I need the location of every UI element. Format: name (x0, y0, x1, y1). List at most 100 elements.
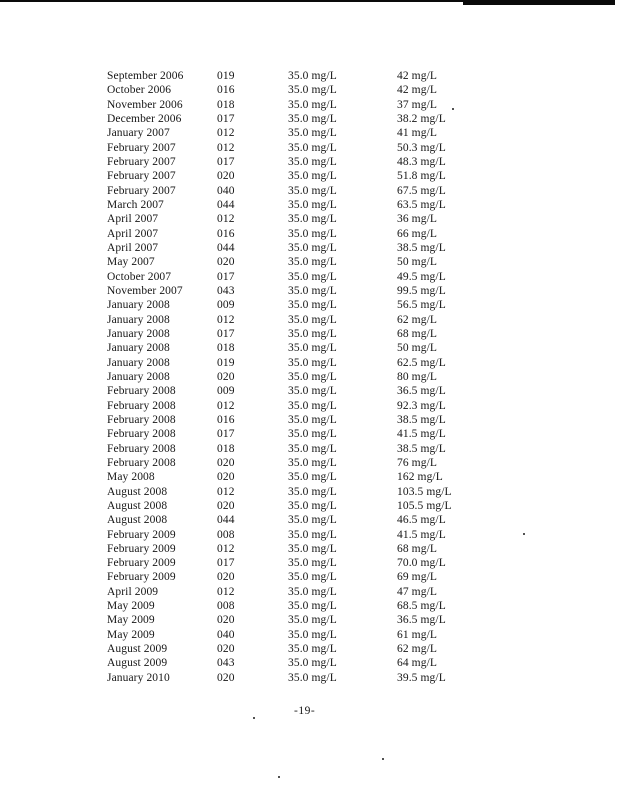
permit_limit-cell: 35.0 mg/L (288, 256, 337, 269)
scan-speck (253, 717, 255, 719)
sample_id-cell: 012 (217, 542, 235, 555)
permit_limit-cell: 35.0 mg/L (288, 571, 337, 584)
sample_id-cell: 020 (217, 456, 235, 469)
reported_value-cell: 38.2 mg/L (397, 112, 446, 125)
permit_limit-cell: 35.0 mg/L (288, 313, 337, 326)
permit_limit-cell: 35.0 mg/L (288, 327, 337, 340)
monitoring-results-table: September 2006 019 35.0 mg/L 42 mg/L October… (107, 69, 587, 685)
date-cell: January 2008 (107, 327, 170, 340)
table-row: March 2007 044 35.0 mg/L 63.5 mg/L (107, 198, 587, 212)
reported_value-cell: 63.5 mg/L (397, 198, 446, 211)
scan-speck (382, 758, 384, 760)
reported_value-cell: 67.5 mg/L (397, 184, 446, 197)
date-cell: August 2009 (107, 657, 168, 670)
permit_limit-cell: 35.0 mg/L (288, 399, 337, 412)
table-row: May 2007 020 35.0 mg/L 50 mg/L (107, 255, 587, 269)
reported_value-cell: 80 mg/L (397, 370, 437, 383)
date-cell: October 2006 (107, 84, 172, 97)
date-cell: February 2008 (107, 456, 176, 469)
sample_id-cell: 043 (217, 657, 235, 670)
reported_value-cell: 56.5 mg/L (397, 299, 446, 312)
permit_limit-cell: 35.0 mg/L (288, 514, 337, 527)
date-cell: September 2006 (107, 70, 184, 82)
reported_value-cell: 76 mg/L (397, 456, 437, 469)
table-row: February 2008 009 35.0 mg/L 36.5 mg/L (107, 384, 587, 398)
sample_id-cell: 019 (217, 70, 235, 82)
sample_id-cell: 012 (217, 141, 235, 154)
scan-edge-line-thin (0, 0, 463, 2)
table-row: April 2009 012 35.0 mg/L 47 mg/L (107, 585, 587, 599)
table-row: December 2006 017 35.0 mg/L 38.2 mg/L (107, 112, 587, 126)
table-row: November 2007 043 35.0 mg/L 99.5 mg/L (107, 284, 587, 298)
sample_id-cell: 017 (217, 327, 235, 340)
reported_value-cell: 105.5 mg/L (397, 499, 452, 512)
sample_id-cell: 008 (217, 600, 235, 613)
permit_limit-cell: 35.0 mg/L (288, 385, 337, 398)
permit_limit-cell: 35.0 mg/L (288, 499, 337, 512)
permit_limit-cell: 35.0 mg/L (288, 198, 337, 211)
permit_limit-cell: 35.0 mg/L (288, 270, 337, 283)
permit_limit-cell: 35.0 mg/L (288, 184, 337, 197)
reported_value-cell: 42 mg/L (397, 70, 437, 82)
permit_limit-cell: 35.0 mg/L (288, 542, 337, 555)
scan-edge-line-thick (463, 0, 615, 5)
reported_value-cell: 68 mg/L (397, 327, 437, 340)
date-cell: May 2009 (107, 600, 155, 613)
reported_value-cell: 42 mg/L (397, 84, 437, 97)
sample_id-cell: 020 (217, 643, 235, 656)
reported_value-cell: 92.3 mg/L (397, 399, 446, 412)
reported_value-cell: 37 mg/L (397, 98, 437, 111)
sample_id-cell: 017 (217, 112, 235, 125)
permit_limit-cell: 35.0 mg/L (288, 84, 337, 97)
sample_id-cell: 044 (217, 514, 235, 527)
reported_value-cell: 39.5 mg/L (397, 671, 446, 684)
reported_value-cell: 50 mg/L (397, 342, 437, 355)
reported_value-cell: 41.5 mg/L (397, 528, 446, 541)
reported_value-cell: 41 mg/L (397, 127, 437, 140)
table-row: May 2008 020 35.0 mg/L 162 mg/L (107, 470, 587, 484)
reported_value-cell: 61 mg/L (397, 628, 437, 641)
sample_id-cell: 009 (217, 299, 235, 312)
permit_limit-cell: 35.0 mg/L (288, 141, 337, 154)
reported_value-cell: 99.5 mg/L (397, 284, 446, 297)
date-cell: November 2006 (107, 98, 183, 111)
table-row: January 2008 009 35.0 mg/L 56.5 mg/L (107, 298, 587, 312)
permit_limit-cell: 35.0 mg/L (288, 356, 337, 369)
sample_id-cell: 044 (217, 241, 235, 254)
permit_limit-cell: 35.0 mg/L (288, 485, 337, 498)
table-row: February 2007 020 35.0 mg/L 51.8 mg/L (107, 169, 587, 183)
date-cell: May 2008 (107, 471, 155, 484)
permit_limit-cell: 35.0 mg/L (288, 657, 337, 670)
date-cell: March 2007 (107, 198, 164, 211)
date-cell: February 2009 (107, 528, 176, 541)
table-row: January 2008 020 35.0 mg/L 80 mg/L (107, 370, 587, 384)
table-row: May 2009 040 35.0 mg/L 61 mg/L (107, 628, 587, 642)
date-cell: December 2006 (107, 112, 182, 125)
permit_limit-cell: 35.0 mg/L (288, 112, 337, 125)
sample_id-cell: 020 (217, 370, 235, 383)
page-number: -19- (294, 705, 316, 717)
date-cell: May 2009 (107, 614, 155, 627)
permit_limit-cell: 35.0 mg/L (288, 70, 337, 82)
scan-speck (452, 108, 454, 110)
sample_id-cell: 020 (217, 614, 235, 627)
table-row: January 2008 012 35.0 mg/L 62 mg/L (107, 313, 587, 327)
table-row: January 2010 020 35.0 mg/L 39.5 mg/L (107, 671, 587, 685)
permit_limit-cell: 35.0 mg/L (288, 585, 337, 598)
table-row: September 2006 019 35.0 mg/L 42 mg/L (107, 69, 587, 83)
sample_id-cell: 012 (217, 313, 235, 326)
permit_limit-cell: 35.0 mg/L (288, 299, 337, 312)
reported_value-cell: 68 mg/L (397, 542, 437, 555)
permit_limit-cell: 35.0 mg/L (288, 241, 337, 254)
sample_id-cell: 009 (217, 385, 235, 398)
sample_id-cell: 012 (217, 213, 235, 226)
permit_limit-cell: 35.0 mg/L (288, 98, 337, 111)
sample_id-cell: 020 (217, 499, 235, 512)
date-cell: February 2007 (107, 184, 176, 197)
table-row: February 2008 020 35.0 mg/L 76 mg/L (107, 456, 587, 470)
date-cell: May 2009 (107, 628, 155, 641)
sample_id-cell: 016 (217, 413, 235, 426)
date-cell: January 2008 (107, 342, 170, 355)
sample_id-cell: 017 (217, 270, 235, 283)
table-row: January 2008 017 35.0 mg/L 68 mg/L (107, 327, 587, 341)
